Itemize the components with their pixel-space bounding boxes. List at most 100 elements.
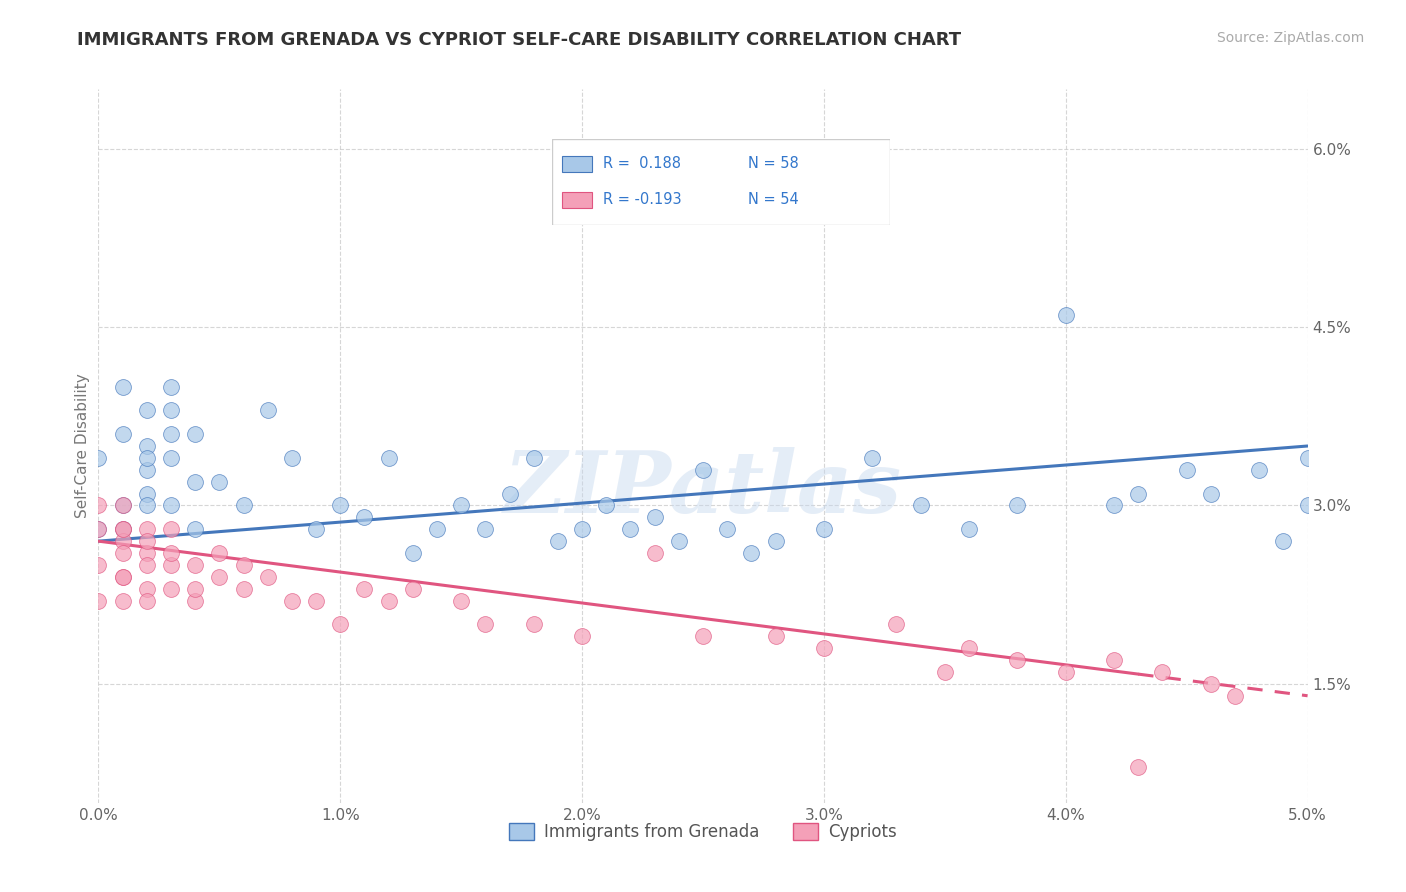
Point: [87, 450, 110, 465]
Point: [934, 665, 956, 679]
Point: [160, 427, 183, 442]
Point: [160, 582, 183, 596]
Point: [1128, 486, 1150, 500]
Point: [256, 570, 278, 584]
Point: [184, 475, 207, 489]
Point: [135, 403, 157, 417]
Point: [813, 522, 835, 536]
Point: [498, 486, 520, 500]
Point: [111, 570, 134, 584]
Point: [111, 427, 134, 442]
Point: [1296, 450, 1319, 465]
Point: [160, 499, 183, 513]
Point: [692, 629, 714, 643]
Point: [111, 379, 134, 393]
Point: [1054, 665, 1077, 679]
Point: [232, 558, 254, 572]
Point: [1128, 760, 1150, 774]
Point: [184, 558, 207, 572]
Point: [111, 499, 134, 513]
Point: [402, 546, 425, 560]
Point: [474, 522, 496, 536]
Point: [305, 522, 328, 536]
Point: [135, 558, 157, 572]
Point: [571, 629, 593, 643]
Point: [87, 522, 110, 536]
Point: [644, 510, 666, 524]
Text: Source: ZipAtlas.com: Source: ZipAtlas.com: [1216, 31, 1364, 45]
Point: [305, 593, 328, 607]
Y-axis label: Self-Care Disability: Self-Care Disability: [75, 374, 90, 518]
Point: [135, 499, 157, 513]
Point: [111, 499, 134, 513]
Point: [329, 617, 352, 632]
Point: [184, 522, 207, 536]
Point: [87, 558, 110, 572]
Point: [668, 534, 690, 549]
Point: [426, 522, 449, 536]
Point: [135, 439, 157, 453]
Point: [692, 463, 714, 477]
Point: [1007, 499, 1029, 513]
Point: [1249, 463, 1271, 477]
Point: [1102, 653, 1125, 667]
Point: [232, 499, 254, 513]
Text: IMMIGRANTS FROM GRENADA VS CYPRIOT SELF-CARE DISABILITY CORRELATION CHART: IMMIGRANTS FROM GRENADA VS CYPRIOT SELF-…: [77, 31, 962, 49]
Point: [957, 522, 980, 536]
Point: [644, 546, 666, 560]
Point: [813, 641, 835, 656]
Point: [1199, 486, 1222, 500]
Legend: Immigrants from Grenada, Cypriots: Immigrants from Grenada, Cypriots: [502, 816, 904, 848]
Point: [232, 582, 254, 596]
Point: [571, 522, 593, 536]
Point: [377, 450, 399, 465]
Text: ZIPatlas: ZIPatlas: [503, 447, 903, 531]
Point: [111, 570, 134, 584]
Point: [111, 534, 134, 549]
Point: [1296, 499, 1319, 513]
Point: [135, 450, 157, 465]
Point: [281, 450, 304, 465]
Point: [740, 546, 762, 560]
Point: [860, 450, 883, 465]
Point: [208, 546, 231, 560]
Point: [547, 534, 569, 549]
Point: [1199, 677, 1222, 691]
Point: [450, 499, 472, 513]
Point: [329, 499, 352, 513]
Point: [595, 499, 617, 513]
Point: [402, 582, 425, 596]
Point: [1272, 534, 1295, 549]
Point: [1152, 665, 1174, 679]
Point: [716, 522, 738, 536]
Point: [619, 522, 641, 536]
Point: [111, 522, 134, 536]
Point: [111, 522, 134, 536]
Point: [474, 617, 496, 632]
Point: [910, 499, 932, 513]
Point: [523, 450, 546, 465]
Point: [135, 534, 157, 549]
Point: [87, 522, 110, 536]
Point: [1223, 689, 1246, 703]
Point: [353, 510, 375, 524]
Point: [523, 617, 546, 632]
Point: [160, 450, 183, 465]
Point: [1007, 653, 1029, 667]
Point: [1054, 308, 1077, 322]
Point: [135, 486, 157, 500]
Point: [87, 499, 110, 513]
Point: [111, 593, 134, 607]
Point: [256, 403, 278, 417]
Point: [160, 558, 183, 572]
Point: [765, 629, 787, 643]
Point: [886, 617, 908, 632]
Point: [135, 546, 157, 560]
Point: [208, 570, 231, 584]
Point: [281, 593, 304, 607]
Point: [135, 582, 157, 596]
Point: [184, 582, 207, 596]
Point: [160, 379, 183, 393]
Point: [111, 546, 134, 560]
Point: [765, 534, 787, 549]
